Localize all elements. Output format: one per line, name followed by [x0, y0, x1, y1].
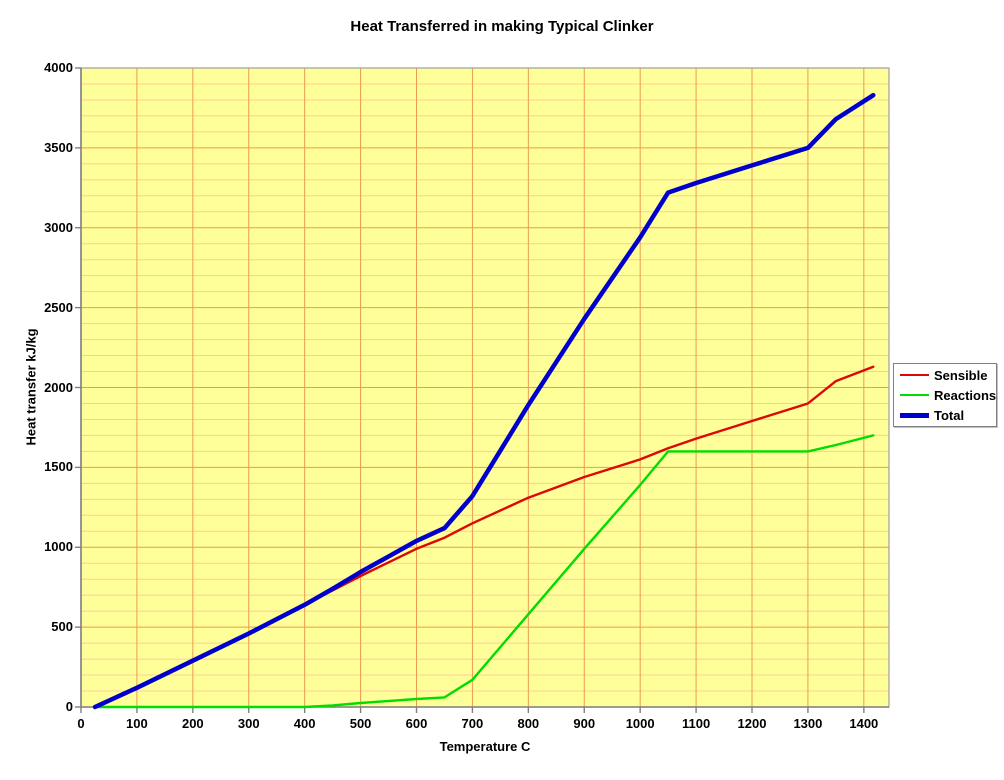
legend: Sensible Reactions Total: [893, 363, 997, 427]
x-tick-label: 1000: [625, 716, 655, 731]
x-tick-label: 200: [181, 716, 204, 731]
legend-item-reactions: Reactions: [894, 387, 996, 404]
x-tick-label: 300: [237, 716, 260, 731]
x-tick-label: 1100: [681, 716, 711, 731]
x-tick-label: 1300: [793, 716, 823, 731]
y-tick-label: 1500: [44, 459, 73, 475]
x-tick-label: 0: [77, 716, 85, 731]
sensible-line-swatch: [900, 374, 929, 376]
x-axis-title: Temperature C: [439, 739, 531, 754]
x-tick-label: 700: [461, 716, 484, 731]
chart-title: Heat Transferred in making Typical Clink…: [350, 18, 654, 35]
total-line-swatch: [900, 412, 929, 418]
legend-label: Total: [934, 407, 965, 423]
x-tick-label: 900: [573, 716, 596, 731]
y-tick-label: 1000: [44, 539, 73, 555]
series-line-total: [92, 92, 876, 710]
x-tick-label: 1400: [849, 716, 879, 731]
x-tick-label: 400: [293, 716, 316, 731]
legend-item-total: Total: [894, 407, 996, 424]
y-tick-label: 3500: [44, 139, 73, 155]
y-tick-label: 3000: [44, 219, 73, 235]
y-tick-label: 2000: [44, 379, 73, 395]
y-tick-label: 4000: [44, 60, 73, 75]
x-tick-label: 600: [405, 716, 428, 731]
x-tick-label: 1200: [737, 716, 767, 731]
legend-item-sensible: Sensible: [894, 367, 996, 384]
y-tick-label: 2500: [44, 299, 73, 315]
reactions-line-swatch: [900, 394, 929, 396]
x-tick-label: 100: [126, 716, 148, 731]
y-tick-label: 500: [51, 619, 73, 635]
x-tick-label: 800: [517, 716, 540, 731]
y-tick-label: 0: [65, 699, 73, 714]
x-tick-label: 500: [349, 716, 372, 731]
legend-label: Sensible: [934, 367, 988, 383]
legend-label: Reactions: [934, 387, 997, 403]
series-line-reactions: [93, 434, 875, 709]
